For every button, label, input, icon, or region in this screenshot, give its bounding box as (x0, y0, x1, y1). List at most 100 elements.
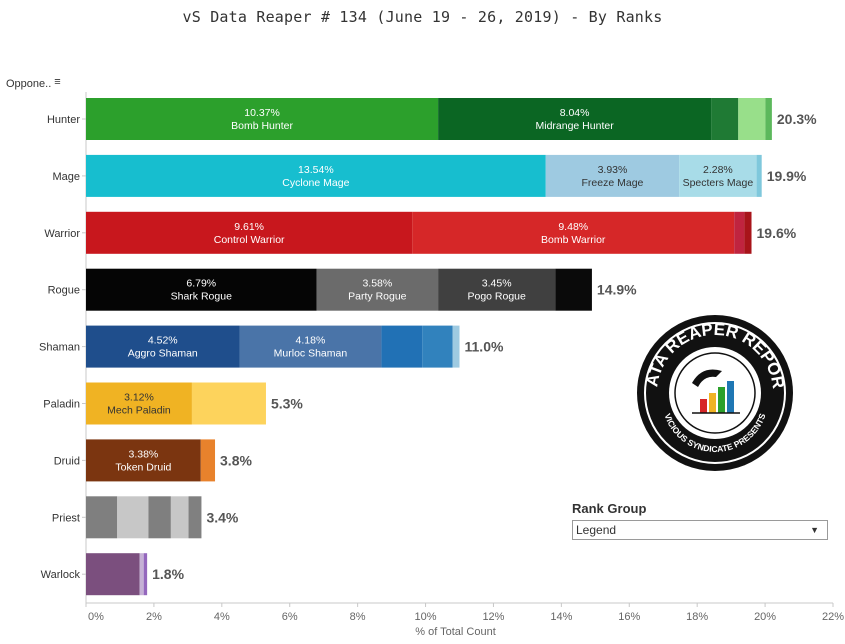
bar-segment (117, 496, 149, 539)
segment-archetype-label: Party Rogue (348, 291, 407, 303)
x-tick-label: 20% (754, 611, 776, 623)
bar-segment (744, 211, 752, 254)
bar-segment (143, 553, 148, 596)
segment-value-label: 3.58% (362, 278, 392, 290)
bar-total-label: 19.6% (757, 225, 797, 241)
bar-total-label: 3.8% (220, 452, 252, 468)
x-tick-label: 16% (618, 611, 640, 623)
bar-segment (86, 325, 240, 368)
bar-segment (422, 325, 453, 368)
sort-descending-icon[interactable]: ≡ (54, 76, 61, 88)
segment-archetype-label: Aggro Shaman (128, 348, 198, 360)
bar-segment (86, 553, 140, 596)
bar-segment (148, 496, 171, 539)
category-label: Druid (54, 455, 80, 467)
segment-archetype-label: Freeze Mage (582, 177, 644, 189)
x-tick-label: 22% (822, 611, 844, 623)
bar-segment (188, 496, 202, 539)
bar-total-label: 5.3% (271, 396, 303, 412)
x-tick-label: 12% (482, 611, 504, 623)
x-tick-label: 18% (686, 611, 708, 623)
segment-archetype-label: Control Warrior (214, 234, 285, 246)
bar-segment (86, 154, 546, 197)
category-label: Warlock (41, 569, 81, 581)
rank-group-value: Legend (576, 523, 617, 537)
bar-segment (170, 496, 189, 539)
segment-archetype-label: Token Druid (115, 461, 171, 473)
category-label: Rogue (48, 285, 80, 297)
bar-segment (200, 439, 216, 482)
bar-total-label: 19.9% (767, 168, 807, 184)
x-axis-title: % of Total Count (415, 626, 496, 638)
bar-segment (555, 268, 592, 311)
bar-segment (756, 154, 762, 197)
segment-archetype-label: Pogo Rogue (467, 291, 526, 303)
bar-segment (734, 211, 745, 254)
x-tick-label: 2% (146, 611, 162, 623)
bar-total-label: 1.8% (152, 566, 184, 582)
segment-value-label: 10.37% (244, 107, 280, 119)
chart-title: vS Data Reaper # 134 (June 19 - 26, 2019… (182, 8, 663, 26)
segment-archetype-label: Murloc Shaman (274, 348, 348, 360)
segment-archetype-label: Shark Rogue (171, 291, 232, 303)
bar-segment (239, 325, 382, 368)
chevron-down-icon[interactable]: ▼ (810, 525, 819, 535)
segment-value-label: 2.28% (703, 164, 733, 176)
bar-total-label: 11.0% (465, 339, 504, 355)
bar-total-label: 14.9% (597, 282, 637, 298)
rank-group-dropdown[interactable]: Legend ▼ (572, 520, 828, 540)
x-tick-label: 0% (88, 611, 104, 623)
segment-archetype-label: Cyclone Mage (282, 177, 349, 189)
category-label: Hunter (47, 114, 80, 126)
segment-archetype-label: Bomb Warrior (541, 234, 606, 246)
bar-segment (86, 211, 413, 254)
bar-segment (86, 439, 201, 482)
bar-segment (765, 98, 772, 140)
bar-segment (438, 268, 556, 311)
segment-value-label: 6.79% (186, 278, 216, 290)
x-tick-label: 14% (550, 611, 572, 623)
bar-segment (316, 268, 439, 311)
bar-segment (86, 496, 118, 539)
x-tick-label: 8% (350, 611, 366, 623)
bar-segment (438, 98, 712, 140)
category-label: Mage (52, 171, 80, 183)
data-reaper-report-logo: DATA REAPER REPORT VICIOUS SYNDICATE PRE… (624, 298, 800, 478)
x-tick-label: 4% (214, 611, 230, 623)
segment-archetype-label: Bomb Hunter (231, 120, 293, 132)
bar-segment (452, 325, 460, 368)
segment-value-label: 4.52% (148, 335, 178, 347)
bar-segment (139, 553, 144, 596)
bar-total-label: 3.4% (206, 509, 238, 525)
bar-segment (711, 98, 739, 140)
segment-value-label: 13.54% (298, 164, 334, 176)
category-label: Paladin (43, 399, 80, 411)
bar-segment (679, 154, 757, 197)
segment-value-label: 4.18% (296, 335, 326, 347)
segment-value-label: 8.04% (560, 107, 590, 119)
sort-header[interactable]: Oppone.. ≡ (6, 76, 61, 90)
segment-value-label: 3.45% (482, 278, 512, 290)
segment-archetype-label: Mech Paladin (107, 405, 171, 417)
category-label: Warrior (44, 228, 80, 240)
segment-value-label: 3.38% (128, 448, 158, 460)
bar-segment (545, 154, 680, 197)
category-label: Shaman (39, 342, 80, 354)
segment-value-label: 9.61% (234, 221, 264, 233)
category-label: Priest (52, 512, 80, 524)
bar-segment (86, 98, 439, 140)
rank-group-label: Rank Group (572, 501, 647, 516)
rank-group-filter: Rank Group Legend ▼ (572, 501, 828, 540)
x-tick-label: 10% (415, 611, 437, 623)
bar-segment (86, 382, 192, 425)
bar-segment (412, 211, 735, 254)
bar-segment (191, 382, 266, 425)
segment-value-label: 3.93% (598, 164, 628, 176)
segment-archetype-label: Midrange Hunter (535, 120, 614, 132)
bar-segment (381, 325, 423, 368)
sort-header-label: Oppone.. (6, 78, 52, 90)
segment-archetype-label: Specters Mage (683, 177, 754, 189)
bar-segment (86, 268, 317, 311)
bar-segment (738, 98, 766, 140)
